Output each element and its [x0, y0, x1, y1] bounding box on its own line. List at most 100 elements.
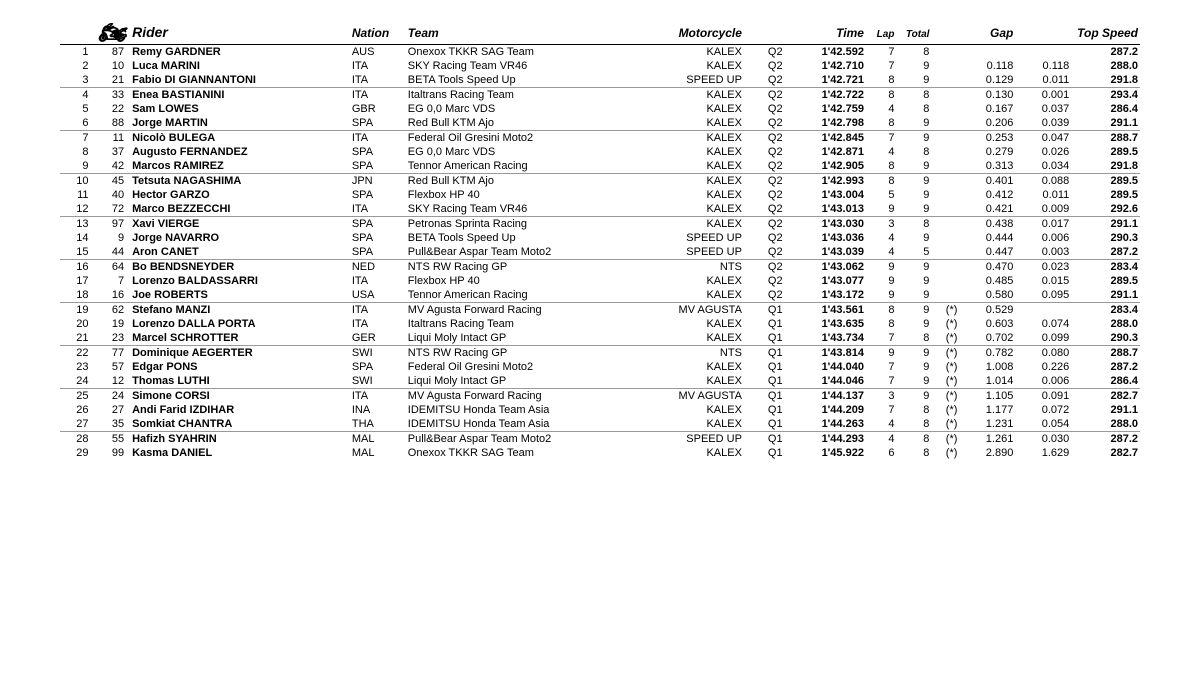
cell-gap-prev: 0.072 — [1015, 403, 1071, 417]
cell-pos: 26 — [60, 403, 91, 417]
cell-total: 9 — [896, 260, 931, 275]
cell-session: Q2 — [744, 159, 785, 173]
cell-topspeed: 287.2 — [1071, 245, 1140, 259]
cell-num: 45 — [91, 174, 127, 189]
hdr-topspeed: Top Speed — [1071, 20, 1140, 45]
cell-rider: Somkiat CHANTRA — [126, 417, 350, 431]
cell-nation: SPA — [350, 245, 406, 259]
cell-pos: 20 — [60, 317, 91, 331]
cell-gap: 0.470 — [959, 260, 1015, 275]
cell-team: EG 0,0 Marc VDS — [406, 102, 640, 116]
cell-gap: 0.447 — [959, 245, 1015, 259]
cell-nation: SPA — [350, 145, 406, 159]
cell-gap-prev: 0.011 — [1015, 73, 1071, 87]
cell-num: 57 — [91, 360, 127, 374]
table-row: 433Enea BASTIANINIITAItaltrans Racing Te… — [60, 88, 1140, 103]
cell-num: 19 — [91, 317, 127, 331]
cell-prefix — [931, 231, 959, 245]
cell-lap: 7 — [866, 59, 897, 73]
cell-lap: 4 — [866, 245, 897, 259]
cell-session: Q2 — [744, 131, 785, 146]
cell-prefix — [931, 174, 959, 189]
cell-team: MV Agusta Forward Racing — [406, 303, 640, 318]
cell-topspeed: 288.7 — [1071, 131, 1140, 146]
cell-rider: Jorge MARTIN — [126, 116, 350, 130]
cell-lap: 5 — [866, 188, 897, 202]
cell-bike: KALEX — [640, 417, 744, 431]
cell-gap-prev: 0.074 — [1015, 317, 1071, 331]
cell-nation: MAL — [350, 432, 406, 447]
cell-team: NTS RW Racing GP — [406, 260, 640, 275]
cell-total: 8 — [896, 417, 931, 431]
cell-prefix — [931, 102, 959, 116]
cell-rider: Edgar PONS — [126, 360, 350, 374]
cell-time: 1'43.062 — [785, 260, 866, 275]
cell-team: Italtrans Racing Team — [406, 88, 640, 103]
cell-gap: 0.603 — [959, 317, 1015, 331]
cell-topspeed: 288.0 — [1071, 417, 1140, 431]
table-row: 1544Aron CANETSPAPull&Bear Aspar Team Mo… — [60, 245, 1140, 259]
cell-pos: 17 — [60, 274, 91, 288]
hdr-rider: Rider — [126, 20, 350, 45]
table-row: 2357Edgar PONSSPAFederal Oil Gresini Mot… — [60, 360, 1140, 374]
cell-bike: KALEX — [640, 274, 744, 288]
cell-prefix: (*) — [931, 331, 959, 345]
cell-topspeed: 291.8 — [1071, 159, 1140, 173]
cell-session: Q1 — [744, 360, 785, 374]
cell-total: 9 — [896, 116, 931, 130]
cell-total: 8 — [896, 446, 931, 460]
cell-bike: KALEX — [640, 145, 744, 159]
cell-num: 11 — [91, 131, 127, 146]
cell-session: Q2 — [744, 202, 785, 216]
cell-total: 8 — [896, 102, 931, 116]
cell-session: Q2 — [744, 88, 785, 103]
cell-bike: KALEX — [640, 202, 744, 216]
cell-topspeed: 288.0 — [1071, 59, 1140, 73]
cell-rider: Remy GARDNER — [126, 45, 350, 60]
cell-bike: MV AGUSTA — [640, 303, 744, 318]
cell-pos: 23 — [60, 360, 91, 374]
cell-pos: 4 — [60, 88, 91, 103]
cell-time: 1'44.293 — [785, 432, 866, 447]
cell-bike: KALEX — [640, 116, 744, 130]
cell-gap-prev: 0.017 — [1015, 217, 1071, 232]
cell-lap: 7 — [866, 374, 897, 388]
cell-num: 64 — [91, 260, 127, 275]
cell-bike: KALEX — [640, 45, 744, 60]
hdr-time: Time — [785, 20, 866, 45]
table-row: 1664Bo BENDSNEYDERNEDNTS RW Racing GPNTS… — [60, 260, 1140, 275]
cell-pos: 22 — [60, 346, 91, 361]
cell-total: 8 — [896, 88, 931, 103]
cell-gap-prev: 0.080 — [1015, 346, 1071, 361]
cell-total: 8 — [896, 331, 931, 345]
cell-time: 1'45.922 — [785, 446, 866, 460]
cell-session: Q1 — [744, 446, 785, 460]
cell-gap: 0.167 — [959, 102, 1015, 116]
cell-prefix: (*) — [931, 303, 959, 318]
cell-session: Q1 — [744, 389, 785, 404]
cell-lap: 8 — [866, 88, 897, 103]
table-row: 1962Stefano MANZIITAMV Agusta Forward Ra… — [60, 303, 1140, 318]
cell-time: 1'43.635 — [785, 317, 866, 331]
cell-topspeed: 282.7 — [1071, 389, 1140, 404]
cell-gap: 0.421 — [959, 202, 1015, 216]
cell-lap: 8 — [866, 174, 897, 189]
cell-nation: SPA — [350, 217, 406, 232]
cell-session: Q1 — [744, 374, 785, 388]
table-row: 2019Lorenzo DALLA PORTAITAItaltrans Raci… — [60, 317, 1140, 331]
cell-lap: 4 — [866, 145, 897, 159]
cell-time: 1'43.814 — [785, 346, 866, 361]
cell-rider: Lorenzo DALLA PORTA — [126, 317, 350, 331]
cell-session: Q1 — [744, 432, 785, 447]
cell-total: 9 — [896, 159, 931, 173]
cell-gap: 0.401 — [959, 174, 1015, 189]
cell-nation: GER — [350, 331, 406, 345]
cell-total: 9 — [896, 202, 931, 216]
cell-gap: 1.177 — [959, 403, 1015, 417]
cell-team: EG 0,0 Marc VDS — [406, 145, 640, 159]
table-row: 2999Kasma DANIELMALOnexox TKKR SAG TeamK… — [60, 446, 1140, 460]
cell-bike: KALEX — [640, 174, 744, 189]
cell-lap: 7 — [866, 45, 897, 60]
cell-gap-prev: 0.047 — [1015, 131, 1071, 146]
cell-nation: GBR — [350, 102, 406, 116]
